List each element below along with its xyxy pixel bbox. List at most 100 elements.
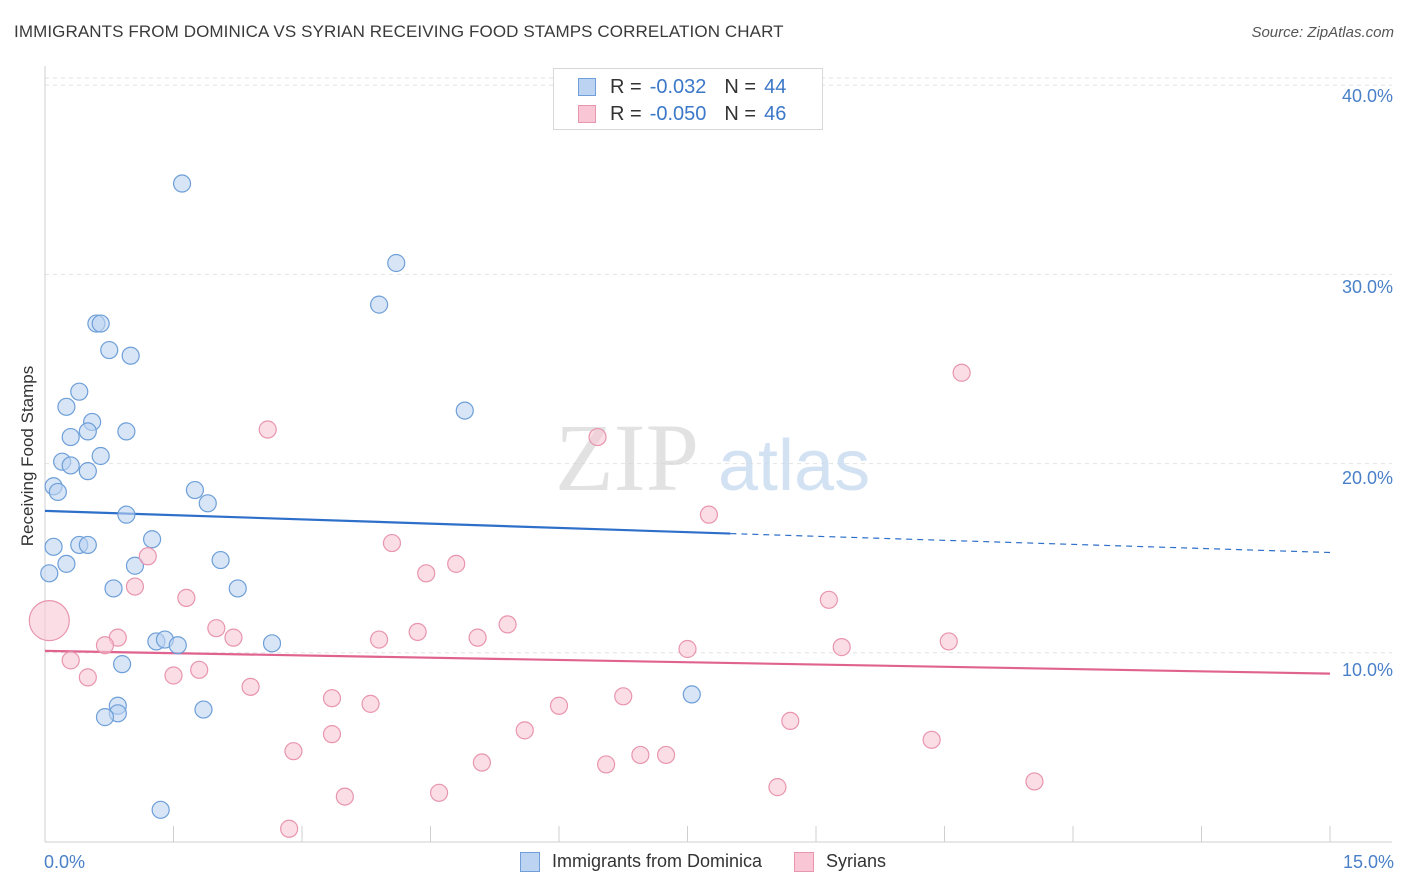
- syrians-point: [588, 427, 607, 447]
- r-value: -0.050: [649, 102, 707, 125]
- syrians-point: [768, 778, 787, 797]
- syrians-point: [382, 533, 402, 553]
- dominica-point: [61, 427, 80, 447]
- syrians-swatch: [578, 105, 596, 123]
- dominica-point: [100, 340, 119, 360]
- dominica-point: [48, 482, 67, 502]
- dominica-point: [112, 655, 132, 674]
- syrians-point: [678, 639, 697, 659]
- dominica-point: [91, 446, 110, 466]
- r-label: R =: [610, 75, 642, 98]
- n-label: N =: [724, 102, 757, 125]
- dominica-point: [40, 564, 59, 583]
- dominica-point: [185, 480, 205, 500]
- syrians-point: [429, 783, 449, 802]
- dominica-trend-extension: [730, 532, 1331, 554]
- syrians-point: [656, 745, 676, 765]
- watermark-zip: ZIP: [555, 404, 699, 511]
- dominica-point: [211, 550, 230, 570]
- dominica-point: [370, 295, 389, 314]
- syrians-point: [207, 619, 226, 638]
- syrians-point: [258, 420, 277, 439]
- dominica-point: [168, 636, 187, 655]
- syrians-point: [468, 628, 487, 647]
- n-value: 46: [764, 102, 787, 125]
- syrians-point: [224, 628, 243, 647]
- dominica-trend-line: [44, 509, 731, 535]
- dominica-point: [194, 700, 213, 719]
- dominica-point: [125, 556, 145, 575]
- syrians-point: [447, 554, 466, 573]
- syrians-point: [498, 615, 517, 634]
- syrians-point: [284, 742, 303, 761]
- stats-row-dominica: R = -0.032 N = 44: [578, 76, 786, 98]
- dominica-point: [61, 456, 80, 475]
- stats-row-syrians: R = -0.050 N = 46: [578, 103, 786, 125]
- dominica-point: [44, 537, 63, 556]
- syrians-point: [699, 505, 719, 524]
- y-tick-label: 40.0%: [1341, 86, 1393, 106]
- syrians-point: [95, 636, 115, 655]
- dominica-point: [387, 253, 406, 273]
- dominica-point: [262, 634, 282, 653]
- syrians-point: [61, 651, 80, 670]
- dominica-point: [455, 401, 474, 420]
- syrians-point: [280, 819, 299, 838]
- legend-item-syrians[interactable]: Syrians: [794, 851, 886, 872]
- dominica-point: [682, 685, 701, 704]
- syrians-point: [370, 630, 389, 649]
- dominica-point: [172, 174, 192, 193]
- chart-title: IMMIGRANTS FROM DOMINICA VS SYRIAN RECEI…: [14, 22, 784, 41]
- dominica-point: [78, 422, 97, 441]
- x-tick-label: 15.0%: [1342, 852, 1394, 872]
- dominica-point: [121, 346, 140, 365]
- dominica-point: [142, 530, 162, 549]
- syrians-point: [819, 590, 838, 609]
- syrians-point: [28, 600, 70, 642]
- syrians-point: [939, 632, 958, 651]
- stats-legend: R = -0.032 N = 44 R = -0.050 N = 46: [553, 68, 823, 130]
- dominica-point: [91, 314, 110, 333]
- n-label: N =: [724, 75, 757, 98]
- syrians-point: [335, 787, 354, 806]
- dominica-point: [78, 462, 97, 481]
- syrians-point: [164, 666, 183, 685]
- y-tick-label: 30.0%: [1341, 277, 1393, 297]
- syrians-point: [952, 363, 971, 382]
- syrians-point: [408, 622, 427, 642]
- syrians-point: [322, 725, 342, 744]
- syrians-point: [515, 721, 534, 740]
- syrians-point: [614, 687, 633, 706]
- legend-label: Immigrants from Dominica: [551, 851, 762, 871]
- dominica-point: [198, 494, 217, 513]
- watermark-atlas: atlas: [718, 426, 870, 506]
- dominica-swatch: [519, 851, 540, 872]
- syrians-point: [597, 755, 616, 774]
- dominica-swatch: [578, 78, 596, 96]
- dominica-point: [70, 382, 89, 401]
- syrians-trend-line: [44, 649, 1331, 675]
- x-tick-label: 0.0%: [44, 852, 86, 872]
- syrians-point: [832, 638, 851, 657]
- dominica-point: [57, 397, 76, 416]
- y-tick-label: 20.0%: [1341, 468, 1393, 488]
- syrians-point: [190, 660, 209, 679]
- syrians-point: [472, 753, 491, 772]
- dominica-point: [151, 800, 170, 819]
- syrians-point: [1025, 772, 1044, 791]
- dominica-point: [117, 422, 136, 441]
- r-value: -0.032: [649, 75, 707, 98]
- syrians-point: [78, 668, 97, 687]
- syrians-point: [361, 694, 380, 713]
- syrians-point: [138, 547, 157, 566]
- r-label: R =: [610, 102, 642, 125]
- dominica-point: [104, 579, 123, 598]
- dominica-point: [57, 554, 76, 573]
- n-value: 44: [764, 75, 787, 98]
- legend-item-dominica[interactable]: Immigrants from Dominica: [519, 851, 762, 872]
- y-tick-label: 10.0%: [1341, 660, 1393, 680]
- syrians-point: [177, 588, 196, 608]
- series-legend: Immigrants from Dominica Syrians: [0, 851, 1406, 872]
- syrians-point: [417, 564, 436, 583]
- syrians-point: [322, 689, 342, 708]
